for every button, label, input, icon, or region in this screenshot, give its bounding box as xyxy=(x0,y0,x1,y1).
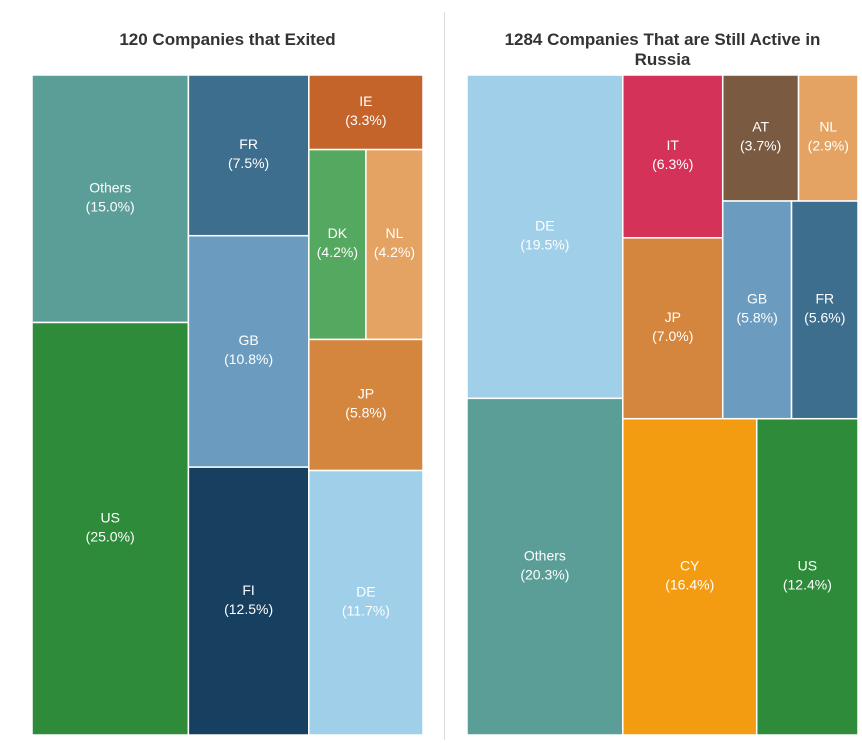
treemap-cell xyxy=(622,237,724,420)
cell-value-label: (10.8%) xyxy=(224,351,273,367)
cell-label: DE xyxy=(356,583,375,599)
cell-value-label: (5.8%) xyxy=(737,310,778,326)
chart-title: 120 Companies that Exited xyxy=(119,30,336,49)
treemap-cell xyxy=(790,200,859,420)
cell-value-label: (7.5%) xyxy=(228,155,269,171)
treemap-cell xyxy=(31,74,190,324)
cell-label: DK xyxy=(328,225,348,241)
cell-value-label: (12.5%) xyxy=(224,601,273,617)
treemap-cell xyxy=(622,74,724,239)
cell-label: NL xyxy=(819,119,837,135)
treemap-cell xyxy=(308,74,424,151)
cell-label: US xyxy=(798,558,817,574)
cell-label: NL xyxy=(386,225,404,241)
cell-value-label: (12.4%) xyxy=(783,577,832,593)
treemap-cell xyxy=(308,469,424,736)
cell-value-label: (7.0%) xyxy=(652,328,693,344)
cell-label: FR xyxy=(239,136,258,152)
cell-value-label: (2.9%) xyxy=(808,138,849,154)
cell-value-label: (15.0%) xyxy=(86,198,135,214)
cell-label: DE xyxy=(535,217,554,233)
cell-label: IE xyxy=(359,93,372,109)
cell-label: JP xyxy=(665,309,681,325)
cell-label: Others xyxy=(89,179,131,195)
cell-value-label: (3.7%) xyxy=(740,138,781,154)
cell-value-label: (16.4%) xyxy=(665,577,714,593)
cell-label: JP xyxy=(358,386,374,402)
cell-value-label: (4.2%) xyxy=(317,244,358,260)
cell-label: GB xyxy=(238,332,258,348)
cell-value-label: (3.3%) xyxy=(345,112,386,128)
cell-value-label: (6.3%) xyxy=(652,156,693,172)
chart-title: 1284 Companies That are Still Active in … xyxy=(504,30,821,69)
treemap-cell xyxy=(466,397,624,736)
cell-label: FI xyxy=(242,582,254,598)
cell-label: GB xyxy=(747,291,767,307)
treemap-cell xyxy=(187,466,310,736)
cell-value-label: (5.8%) xyxy=(345,405,386,421)
cell-value-label: (20.3%) xyxy=(520,566,569,582)
treemap-cell xyxy=(622,417,758,736)
cell-value-label: (25.0%) xyxy=(86,528,135,544)
cell-label: Others xyxy=(524,547,566,563)
treemap-cell xyxy=(308,338,424,472)
cell-label: US xyxy=(100,509,119,525)
cell-label: IT xyxy=(667,137,680,153)
treemap-cell xyxy=(466,74,624,400)
treemap-cell xyxy=(365,148,424,341)
divider xyxy=(444,12,445,740)
cell-value-label: (5.6%) xyxy=(804,310,845,326)
treemap-cell xyxy=(31,321,190,736)
cell-label: CY xyxy=(680,558,700,574)
cell-value-label: (4.2%) xyxy=(374,244,415,260)
treemap-cell xyxy=(721,200,793,420)
cell-value-label: (11.7%) xyxy=(342,602,390,618)
cell-label: AT xyxy=(752,119,769,135)
cell-label: FR xyxy=(815,291,834,307)
cell-value-label: (19.5%) xyxy=(520,236,569,252)
treemap-cell xyxy=(755,417,859,736)
